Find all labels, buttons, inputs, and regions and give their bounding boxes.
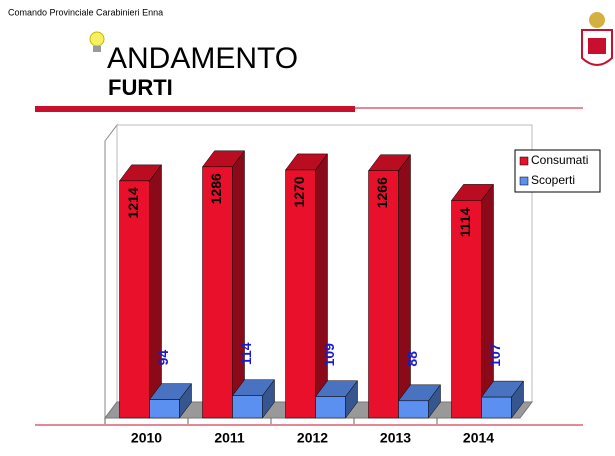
bar-side [149, 164, 162, 419]
x-tick-label: 2013 [380, 430, 411, 446]
bar-front [119, 180, 150, 419]
value-label: 107 [487, 343, 503, 367]
bar [285, 153, 328, 419]
bar-side [481, 183, 494, 419]
bar-front [481, 396, 512, 419]
bar [119, 164, 162, 419]
bar [368, 153, 411, 419]
bar [315, 379, 358, 419]
title-rule [35, 106, 355, 112]
value-label: 114 [238, 342, 254, 365]
x-tick-label: 2011 [214, 430, 245, 446]
legend-box [514, 149, 601, 193]
bar-front [285, 169, 316, 419]
value-label: 1286 [208, 173, 224, 204]
bar [481, 380, 524, 419]
value-label: 1266 [374, 177, 390, 208]
bar [149, 382, 192, 419]
emblem [581, 12, 613, 66]
bar-side [315, 153, 328, 419]
x-tick-label: 2014 [463, 430, 494, 446]
legend-label: Scoperti [531, 173, 575, 187]
bar-side [232, 150, 245, 419]
bar [202, 150, 245, 419]
value-label: 88 [404, 351, 420, 367]
bar [398, 384, 441, 419]
value-label: 1270 [291, 176, 307, 207]
bar-front [451, 200, 482, 419]
x-tick-label: 2010 [131, 430, 162, 446]
value-label: 94 [155, 350, 171, 366]
legend-label: Consumati [531, 153, 588, 167]
slide-title: ANDAMENTO [107, 42, 298, 75]
legend-swatch [519, 176, 529, 186]
bar [232, 378, 275, 419]
bar-side [398, 153, 411, 419]
value-label: 1114 [457, 207, 473, 237]
bar-front [398, 400, 429, 419]
bar-front [368, 170, 399, 419]
back-wall [104, 123, 118, 420]
bar-front [202, 166, 233, 419]
legend-swatch [519, 156, 529, 166]
value-label: 109 [321, 343, 337, 367]
bar-front [232, 395, 263, 419]
bar-front [315, 396, 346, 419]
chart: 2010 1214 94 2011 1286 114 2012 1270 109 2013 1266… [104, 123, 601, 446]
lightbulb-icon [89, 31, 105, 52]
bar-front [149, 399, 180, 419]
value-label: 1214 [125, 187, 141, 218]
header: Comando Provinciale Carabinieri Enna [8, 7, 163, 17]
x-tick-label: 2012 [297, 430, 328, 446]
slide-subtitle: FURTI [108, 75, 173, 100]
bar [451, 183, 494, 419]
